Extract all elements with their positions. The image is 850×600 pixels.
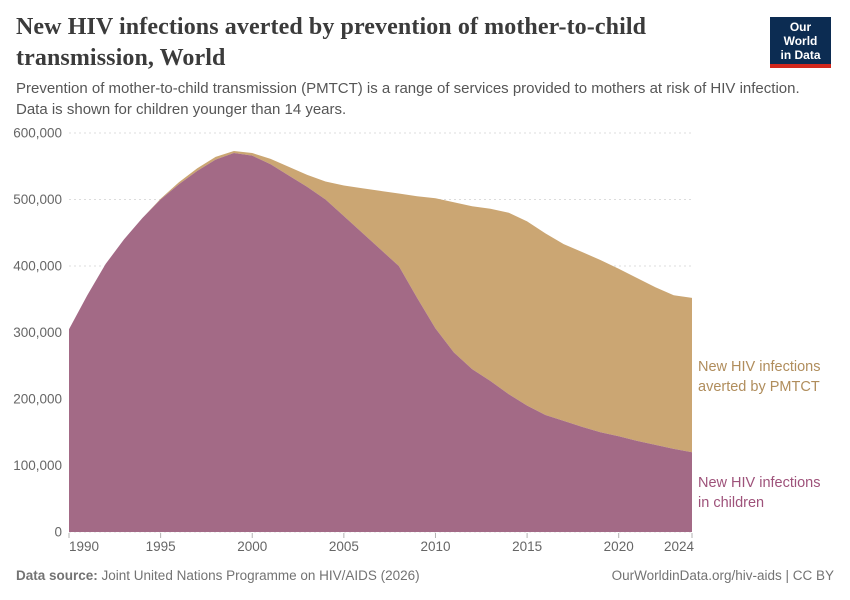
y-axis-tick-label: 400,000: [13, 259, 62, 274]
data-source: Data source: Joint United Nations Progra…: [16, 568, 420, 583]
data-source-label: Data source:: [16, 568, 98, 583]
legend-label-children: New HIV infections in children: [698, 474, 821, 513]
chart-subtitle: Prevention of mother-to-child transmissi…: [16, 80, 800, 118]
legend-label-averted: New HIV infections averted by PMTCT: [698, 358, 821, 397]
legend-children-line1: New HIV infections: [698, 475, 821, 491]
y-axis-tick-label: 200,000: [13, 392, 62, 407]
y-axis-tick-label: 500,000: [13, 192, 62, 207]
x-axis-tick-label: 2010: [420, 539, 450, 554]
y-axis-tick-label: 300,000: [13, 325, 62, 340]
owid-logo-line2: in Data: [780, 48, 821, 62]
x-axis-tick-label: 2024: [664, 539, 695, 554]
y-axis-tick-label: 0: [54, 525, 62, 540]
owid-logo: Our World in Data: [770, 17, 831, 68]
credit-link: OurWorldinData.org/hiv-aids | CC BY: [611, 568, 834, 583]
owid-logo-line1: Our World: [783, 20, 818, 48]
legend-averted-line2: averted by PMTCT: [698, 378, 820, 395]
x-axis-tick-label: 2000: [237, 539, 267, 554]
legend-averted-line1: New HIV infections: [698, 359, 821, 375]
page-title: New HIV infections averted by prevention…: [16, 14, 647, 71]
area-averted-by-pmtct: [69, 151, 692, 453]
legend-children-line2: in children: [698, 494, 765, 511]
owid-logo-box: Our World in Data: [770, 17, 831, 64]
x-axis-tick-label: 1995: [146, 539, 176, 554]
x-axis-tick-label: 2005: [329, 539, 359, 554]
x-axis-tick-label: 1990: [69, 539, 99, 554]
y-axis-tick-label: 100,000: [13, 458, 62, 473]
y-axis-tick-label: 600,000: [13, 126, 62, 141]
data-source-text: Joint United Nations Programme on HIV/AI…: [97, 568, 420, 583]
owid-logo-red-bar: [770, 64, 831, 68]
x-axis-tick-label: 2020: [604, 539, 634, 554]
x-axis-tick-label: 2015: [512, 539, 542, 554]
area-infections-in-children: [69, 153, 692, 532]
